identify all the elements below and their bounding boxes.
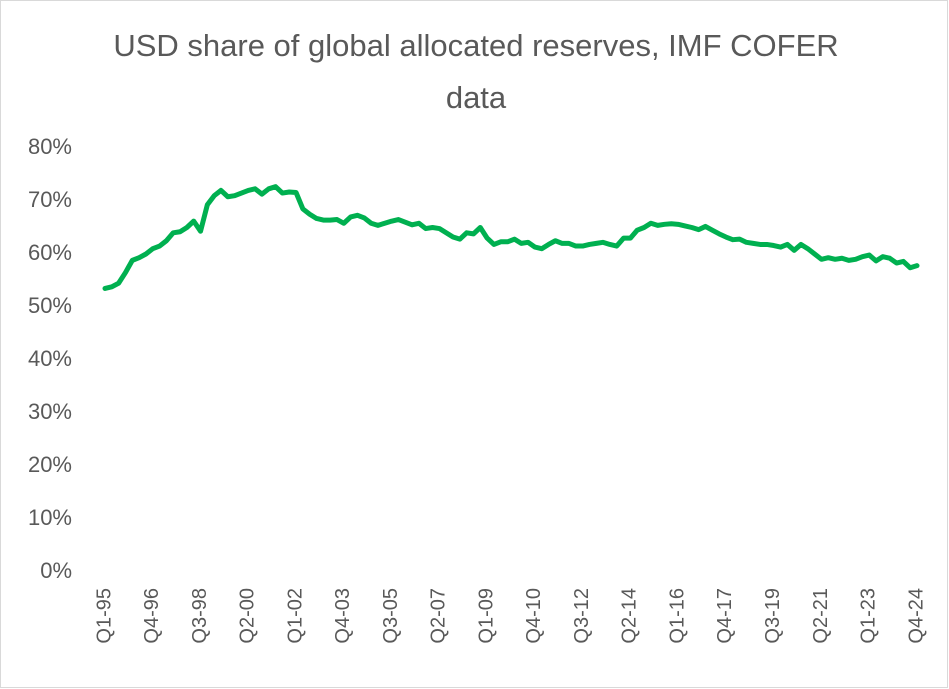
y-tick-label: 80% (28, 134, 72, 159)
x-tick-label: Q1-16 (666, 588, 688, 644)
y-tick-label: 40% (28, 346, 72, 371)
x-tick-label: Q2-14 (619, 588, 641, 644)
chart-title: USD share of global allocated reserves, … (113, 28, 839, 115)
y-tick-label: 60% (28, 240, 72, 265)
data-line (102, 184, 920, 291)
x-tick-label: Q1-02 (284, 588, 306, 644)
y-tick-label: 10% (28, 505, 72, 530)
y-tick-label: 30% (28, 399, 72, 424)
x-tick-label: Q1-95 (93, 588, 115, 644)
x-tick-label: Q4-17 (714, 588, 736, 644)
y-tick-label: 50% (28, 293, 72, 318)
y-tick-label: 20% (28, 452, 72, 477)
y-tick-label: 0% (40, 558, 72, 583)
x-tick-label: Q4-96 (141, 588, 163, 644)
x-tick-label: Q3-19 (762, 588, 784, 644)
x-tick-label: Q4-24 (905, 588, 927, 644)
x-tick-label: Q2-07 (428, 588, 450, 644)
x-tick-label: Q3-05 (380, 588, 402, 644)
x-tick-label: Q2-00 (237, 588, 259, 644)
x-tick-label: Q4-10 (523, 588, 545, 644)
x-tick-label: Q1-09 (475, 588, 497, 644)
x-tick-label: Q1-23 (858, 588, 880, 644)
x-tick-label: Q3-98 (189, 588, 211, 644)
x-tick-label: Q4-03 (332, 588, 354, 644)
y-tick-label: 70% (28, 187, 72, 212)
x-tick-label: Q2-21 (810, 588, 832, 644)
x-tick-label: Q3-12 (571, 588, 593, 644)
